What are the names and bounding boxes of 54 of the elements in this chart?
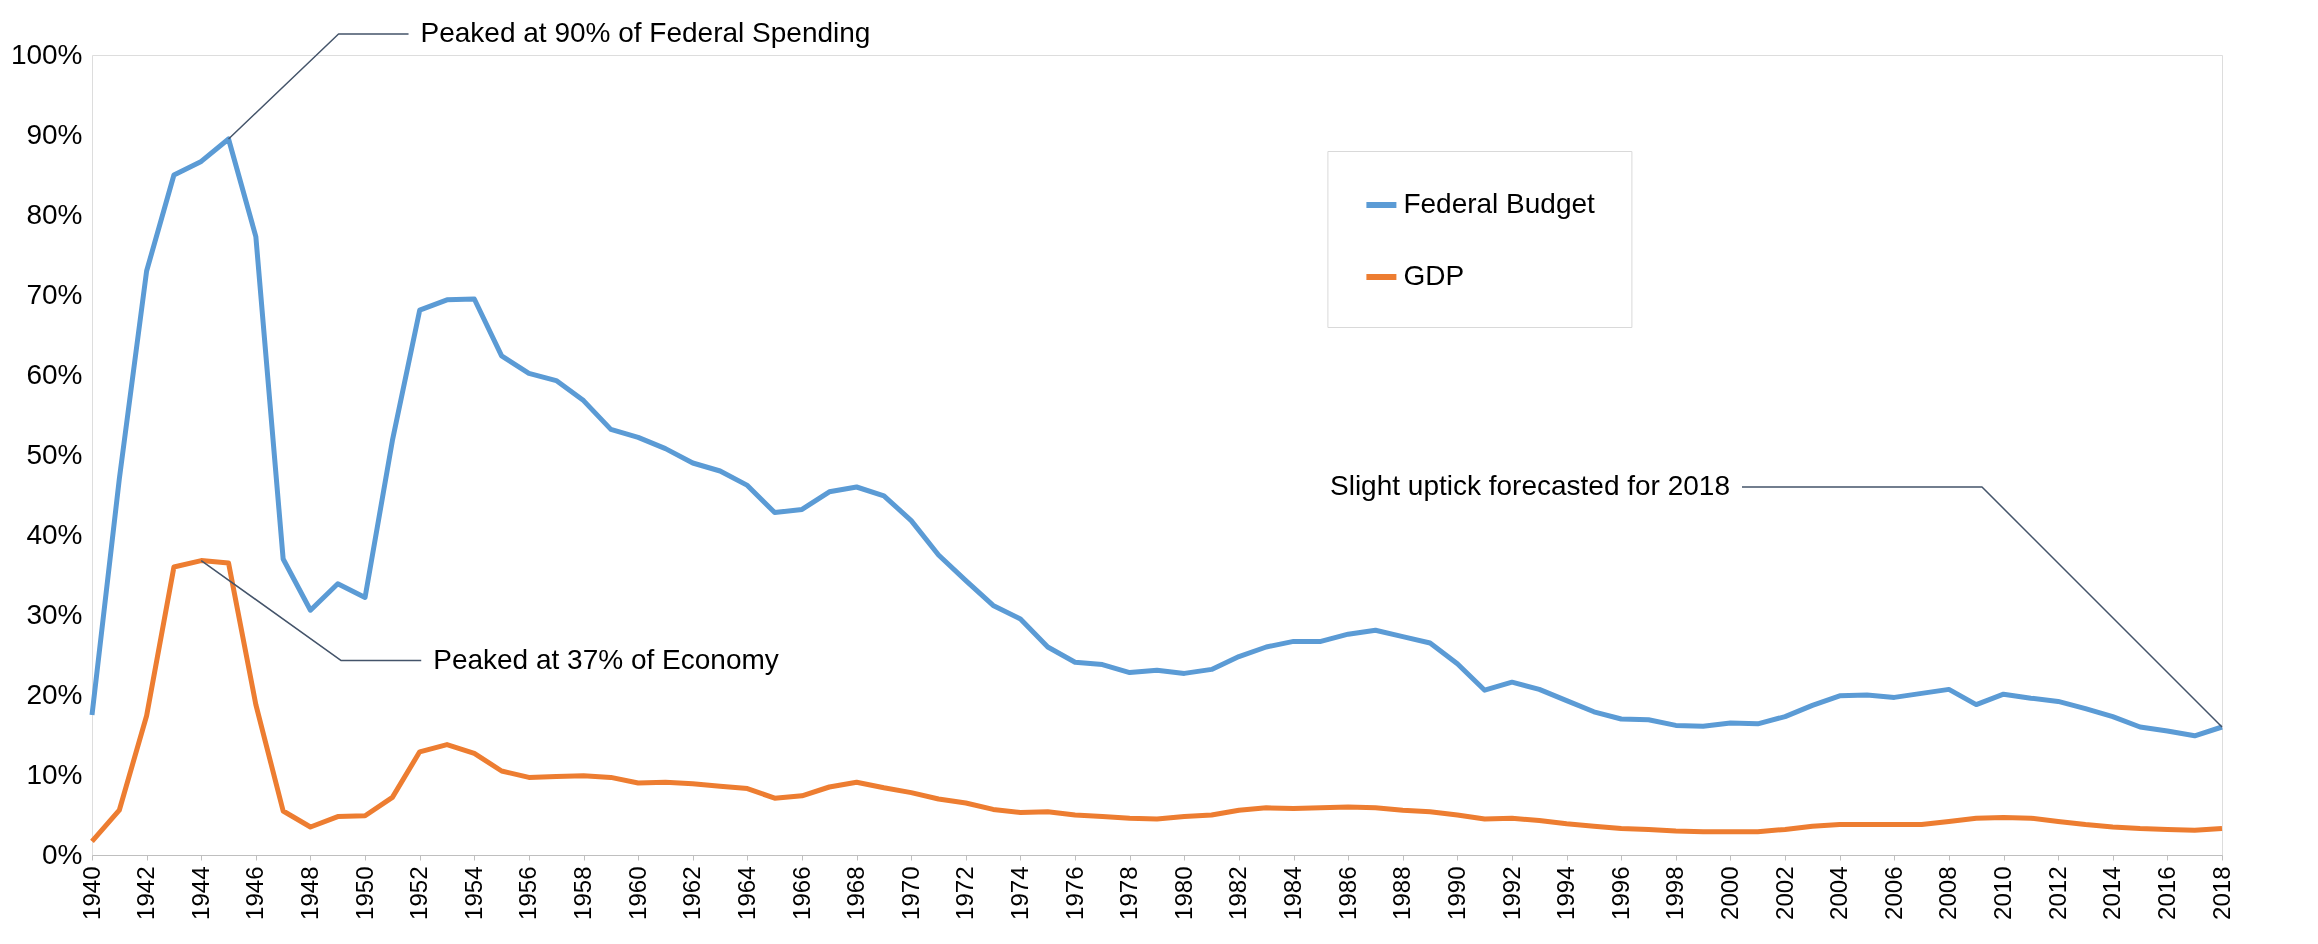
- x-tick-label: 1956: [514, 866, 542, 920]
- x-tick-label: 1990: [1442, 866, 1470, 920]
- x-tick-label: 1982: [1224, 866, 1252, 920]
- x-tick-label: 2006: [1879, 866, 1907, 920]
- x-tick-label: 2018: [2207, 866, 2235, 920]
- x-tick-label: 1998: [1661, 866, 1689, 920]
- x-tick-label: 2016: [2152, 866, 2180, 920]
- y-tick-label: 40%: [26, 518, 83, 550]
- x-tick-label: 1962: [678, 866, 706, 920]
- x-tick-label: 1958: [569, 866, 597, 920]
- y-tick-label: 60%: [26, 358, 83, 390]
- x-tick-label: 2010: [1989, 866, 2017, 920]
- x-tick-label: 1970: [896, 866, 924, 920]
- x-tick-label: 1944: [186, 866, 214, 920]
- x-tick-label: 1978: [1115, 866, 1143, 920]
- x-tick-label: 1992: [1497, 866, 1525, 920]
- x-tick-label: 1964: [732, 866, 760, 920]
- annotation: Slight uptick forecasted for 2018: [1329, 470, 1730, 501]
- x-tick-label: 1946: [241, 866, 269, 920]
- x-tick-label: 2004: [1825, 866, 1853, 920]
- x-tick-label: 1966: [787, 866, 815, 920]
- x-tick-label: 1988: [1388, 866, 1416, 920]
- x-tick-label: 1976: [1060, 866, 1088, 920]
- annotation: Peaked at 37% of Economy: [433, 643, 779, 675]
- x-tick-label: 1968: [842, 866, 870, 920]
- y-tick-label: 80%: [26, 198, 83, 230]
- x-tick-label: 2008: [1934, 866, 1962, 920]
- annotation: Peaked at 90% of Federal Spending: [420, 17, 871, 48]
- legend-label: GDP: [1403, 260, 1465, 291]
- x-tick-label: 2012: [2043, 866, 2071, 920]
- y-tick-label: 30%: [26, 598, 83, 630]
- x-tick-label: 1952: [405, 866, 433, 920]
- legend-label: Federal Budget: [1403, 188, 1596, 219]
- x-tick-label: 1980: [1169, 866, 1197, 920]
- x-tick-label: 1974: [1005, 866, 1033, 920]
- x-tick-label: 1984: [1279, 866, 1307, 920]
- x-tick-label: 2000: [1715, 866, 1743, 920]
- y-tick-label: 10%: [26, 758, 83, 790]
- x-tick-label: 1994: [1552, 866, 1580, 920]
- x-tick-label: 1986: [1333, 866, 1361, 920]
- x-tick-label: 1954: [459, 866, 487, 920]
- y-tick-label: 20%: [26, 678, 83, 710]
- y-tick-label: 100%: [10, 38, 83, 70]
- x-tick-label: 2014: [2098, 866, 2126, 920]
- y-tick-label: 90%: [26, 118, 83, 150]
- y-tick-label: 70%: [26, 278, 83, 310]
- x-tick-label: 1972: [951, 866, 979, 920]
- x-tick-label: 1996: [1606, 866, 1634, 920]
- x-tick-label: 1960: [623, 866, 651, 920]
- y-tick-label: 50%: [26, 438, 83, 470]
- x-tick-label: 1948: [295, 866, 323, 920]
- x-tick-label: 1942: [132, 866, 160, 920]
- x-tick-label: 2002: [1770, 866, 1798, 920]
- x-tick-label: 1950: [350, 866, 378, 920]
